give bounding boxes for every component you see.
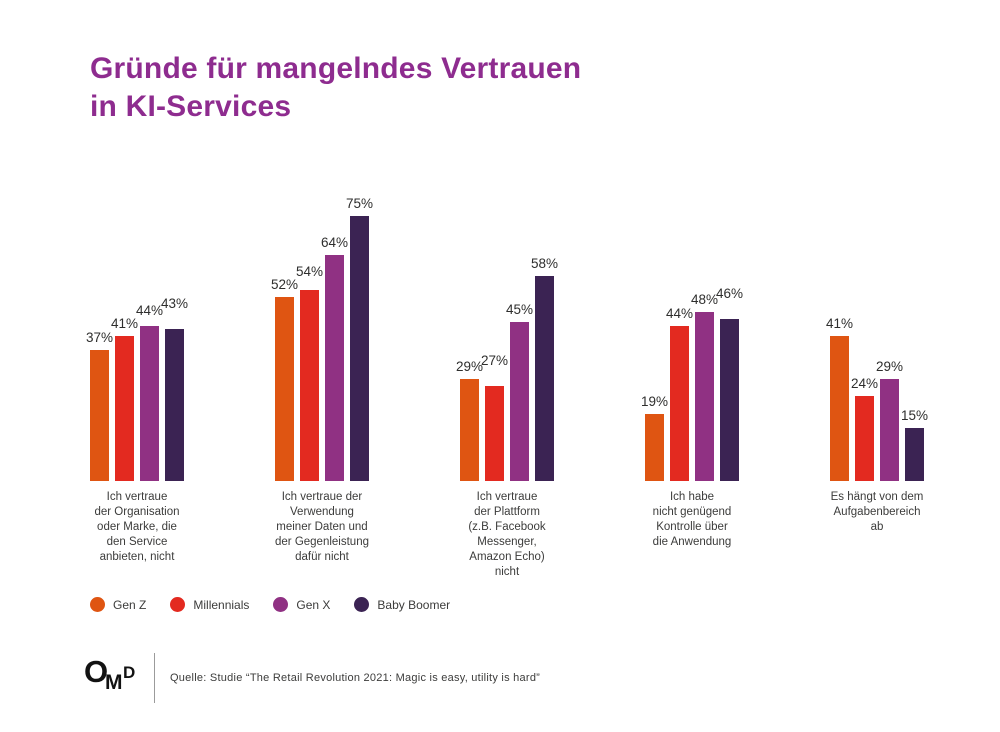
bar-cluster: 19% 44% 48% 46% (641, 201, 743, 481)
bar-value-label: 24% (850, 376, 879, 391)
bar-gen-x (140, 326, 159, 481)
bar-value-label: 64% (320, 235, 349, 250)
bar-value-label: 29% (455, 359, 484, 374)
category-label: Ich vertraue der Plattform (z.B. Faceboo… (468, 491, 546, 578)
bar-gen-x (880, 379, 899, 481)
bar-value-label: 75% (345, 196, 374, 211)
bar-slot: 29% (876, 201, 903, 481)
bar-cluster: 41% 24% 29% 15% (826, 201, 928, 481)
bar-chart: 37% 41% 44% 43% Ich vertraue der Organisatio… (86, 196, 928, 580)
bar-group: 29% 27% 45% 58% Ich vertraue der Plattform (… (456, 201, 558, 580)
legend-dot (90, 597, 105, 612)
category-label: Ich habe nicht genügend Kontrolle über d… (652, 491, 732, 548)
bar-millennials (670, 326, 689, 481)
category-label: Es hängt von dem Aufgabenbereich ab (830, 491, 924, 533)
footer-divider (154, 653, 155, 703)
bar-slot: 45% (506, 201, 533, 481)
bar-gen-z (90, 350, 109, 481)
bar-value-label: 37% (85, 330, 114, 345)
bar-slot: 41% (826, 201, 853, 481)
bar-millennials (855, 396, 874, 481)
bar-value-label: 46% (715, 286, 744, 301)
bar-slot: 48% (691, 201, 718, 481)
legend-item-millennials: Millennials (170, 597, 249, 612)
bar-value-label: 48% (690, 292, 719, 307)
bar-value-label: 52% (270, 277, 299, 292)
bar-slot: 64% (321, 201, 348, 481)
bar-group: 52% 54% 64% 75% Ich vertraue der Verwendung … (271, 196, 373, 580)
chart-legend: Gen Z Millennials Gen X Baby Boomer (90, 597, 450, 612)
bar-group: 41% 24% 29% 15% Es hängt von dem Aufgabenber… (826, 201, 928, 580)
category-label: Ich vertraue der Verwendung meiner Daten… (275, 491, 369, 563)
bar-value-label: 43% (160, 296, 189, 311)
legend-label: Gen X (296, 597, 331, 612)
bar-value-label: 44% (135, 303, 164, 318)
bar-millennials (300, 290, 319, 481)
bar-baby-boomer (350, 216, 369, 481)
legend-label: Baby Boomer (377, 597, 451, 612)
bar-slot: 54% (296, 201, 323, 481)
bar-slot: 15% (901, 201, 928, 481)
bar-value-label: 19% (640, 394, 669, 409)
bar-cluster: 29% 27% 45% 58% (456, 201, 558, 481)
bar-slot: 41% (111, 201, 138, 481)
bar-baby-boomer (165, 329, 184, 481)
bar-slot: 29% (456, 201, 483, 481)
bar-gen-z (645, 414, 664, 481)
bar-slot: 43% (161, 201, 188, 481)
bar-slot: 44% (136, 201, 163, 481)
bar-group: 37% 41% 44% 43% Ich vertraue der Organisatio… (86, 201, 188, 580)
bar-group: 19% 44% 48% 46% Ich habe nicht genügend Kont… (641, 201, 743, 580)
bar-gen-x (325, 255, 344, 481)
category-label: Ich vertraue der Organisation oder Marke… (94, 491, 180, 563)
logo-letter-d: D (123, 663, 136, 682)
bar-slot: 52% (271, 201, 298, 481)
bar-slot: 19% (641, 201, 668, 481)
legend-item-baby-boomer: Baby Boomer (354, 597, 450, 612)
bar-millennials (115, 336, 134, 481)
bar-slot: 27% (481, 201, 508, 481)
bar-slot: 44% (666, 201, 693, 481)
bar-slot: 24% (851, 201, 878, 481)
legend-label: Gen Z (113, 597, 147, 612)
bar-value-label: 41% (825, 316, 854, 331)
legend-dot (170, 597, 186, 612)
bar-value-label: 15% (900, 408, 929, 423)
source-text: Quelle: Studie “The Retail Revolution 20… (170, 672, 541, 684)
bar-baby-boomer (535, 276, 554, 481)
logo-letter-o: O (84, 654, 109, 689)
logo-letter-m: M (105, 671, 123, 694)
bar-value-label: 45% (505, 302, 534, 317)
bar-gen-z (460, 379, 479, 481)
bar-value-label: 41% (110, 316, 139, 331)
bar-baby-boomer (905, 428, 924, 481)
bar-gen-z (275, 297, 294, 481)
legend-item-gen-x: Gen X (273, 597, 330, 612)
bar-value-label: 29% (875, 359, 904, 374)
bar-baby-boomer (720, 319, 739, 481)
bar-value-label: 27% (480, 353, 509, 368)
bar-value-label: 58% (530, 256, 559, 271)
legend-dot (354, 597, 370, 612)
bar-value-label: 54% (295, 264, 324, 279)
bar-value-label: 44% (665, 306, 694, 321)
bar-gen-x (695, 312, 714, 481)
legend-item-gen-z: Gen Z (90, 597, 146, 612)
bar-slot: 46% (716, 201, 743, 481)
bar-gen-z (830, 336, 849, 481)
legend-dot (273, 597, 289, 612)
chart-title: Gründe für mangelndes Vertrauen in KI-Se… (90, 52, 582, 123)
bar-slot: 58% (531, 201, 558, 481)
bar-gen-x (510, 322, 529, 481)
bar-slot: 37% (86, 201, 113, 481)
bar-cluster: 37% 41% 44% 43% (86, 201, 188, 481)
bar-slot: 75% (346, 196, 373, 481)
bar-millennials (485, 386, 504, 481)
bar-cluster: 52% 54% 64% 75% (271, 196, 373, 481)
legend-label: Millennials (193, 597, 250, 612)
